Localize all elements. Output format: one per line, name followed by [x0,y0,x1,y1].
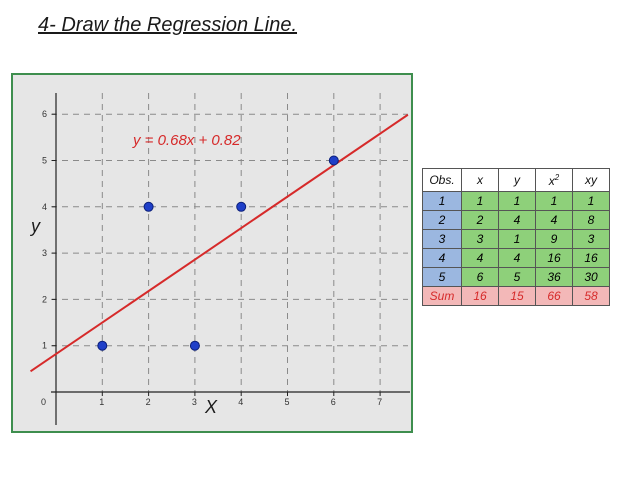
cell-xy: 1 [572,191,610,211]
cell-obs: 2 [422,210,462,230]
sum-cell-x: 16 [461,286,499,306]
cell-y: 4 [498,210,536,230]
regression-line [29,113,409,373]
cell-x: 3 [461,229,499,249]
header-x-squared-exp: 2 [554,172,560,182]
cell-xy: 3 [572,229,610,249]
data-point [189,340,200,351]
header-obs: Obs. [422,168,462,192]
cell-y: 1 [498,229,536,249]
x-tick-label: 4 [238,397,243,407]
cell-xy: 8 [572,210,610,230]
cell-x: 2 [461,210,499,230]
table-row: 4 4 4 16 16 [422,248,610,268]
cell-x-squared: 9 [535,229,573,249]
cell-xy: 30 [572,267,610,287]
axes [51,93,410,425]
tick-labels: 0 1 2 3 4 5 6 7 1 2 3 4 5 6 [41,109,382,407]
y-tick-label: 6 [42,109,47,119]
y-tick-label: 3 [42,248,47,258]
header-x: x [461,168,499,192]
cell-x: 1 [461,191,499,211]
header-x-squared-base: x [548,173,555,188]
header-y: y [498,168,536,192]
observations-table: Obs. x y x2 xy 1 1 1 1 1 2 2 4 4 8 3 3 1 9 3 4 4 4 16 16 5 6 5… [422,168,610,306]
x-tick-label: 7 [377,397,382,407]
x-tick-label: 6 [331,397,336,407]
cell-y: 5 [498,267,536,287]
sum-cell-obs: Sum [422,286,462,306]
cell-x-squared: 1 [535,191,573,211]
y-tick-label: 5 [42,156,47,166]
cell-x-squared: 36 [535,267,573,287]
cell-x-squared: 4 [535,210,573,230]
y-tick-label: 2 [42,294,47,304]
table-row: 5 6 5 36 30 [422,267,610,287]
data-points [97,155,339,351]
sum-cell-y: 15 [498,286,536,306]
cell-x: 6 [461,267,499,287]
cell-xy: 16 [572,248,610,268]
sum-cell-xy: 58 [572,286,610,306]
cell-obs: 4 [422,248,462,268]
data-point [143,201,154,212]
regression-line-segment [29,113,409,373]
data-point [328,155,339,166]
sum-cell-x-squared: 66 [535,286,573,306]
header-xy: xy [572,168,610,192]
scatter-chart: 0 1 2 3 4 5 6 7 1 2 3 4 5 6 y = 0.68x + 0.82 X y [11,73,413,433]
cell-y: 1 [498,191,536,211]
x-tick-label: 3 [192,397,197,407]
chart-canvas: 0 1 2 3 4 5 6 7 1 2 3 4 5 6 y = 0.68x + 0.82 X y [29,93,410,425]
y-tick-label: 4 [42,202,47,212]
x-tick-label: 0 [41,397,46,407]
x-axis-label: X [204,397,218,417]
data-point [97,340,108,351]
sum-row: Sum 16 15 66 58 [422,286,610,306]
y-axis-label: y [29,216,41,236]
cell-obs: 1 [422,191,462,211]
grid [51,93,408,392]
y-tick-label: 1 [42,341,47,351]
cell-y: 4 [498,248,536,268]
regression-equation: y = 0.68x + 0.82 [132,132,241,149]
slide-title: 4- Draw the Regression Line. [38,14,298,36]
cell-obs: 3 [422,229,462,249]
header-x-squared: x2 [535,168,573,192]
cell-x: 4 [461,248,499,268]
x-tick-label: 5 [285,397,290,407]
table-header-row: Obs. x y x2 xy [422,168,610,192]
data-point [236,201,247,212]
x-tick-label: 1 [99,397,104,407]
cell-x-squared: 16 [535,248,573,268]
cell-obs: 5 [422,267,462,287]
x-tick-label: 2 [146,397,151,407]
